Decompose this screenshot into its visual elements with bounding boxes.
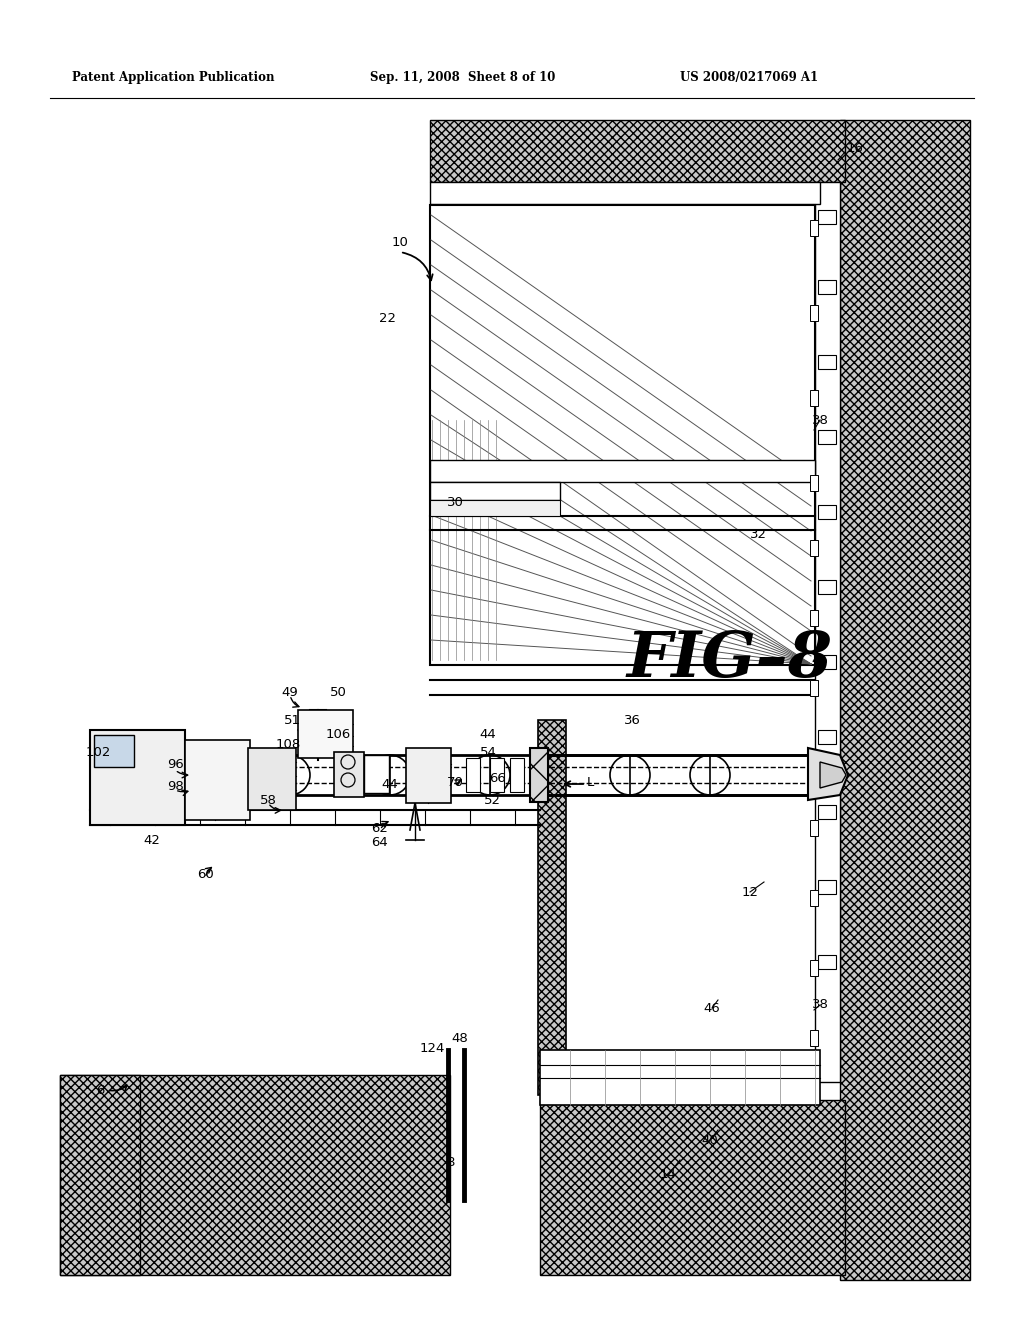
Bar [430,120,845,182]
Text: Sep. 11, 2008  Sheet 8 of 10: Sep. 11, 2008 Sheet 8 of 10 [370,71,555,84]
Bar [490,758,504,792]
Text: 16: 16 [847,141,863,154]
Bar [840,120,970,1280]
Text: 66: 66 [489,771,507,784]
Bar [810,1030,818,1045]
Bar [334,752,364,797]
Bar [818,579,836,594]
Bar [810,610,818,626]
Bar [818,730,836,744]
Text: 42: 42 [143,833,161,846]
Text: 124: 124 [419,1041,444,1055]
Bar [818,280,836,294]
Bar [298,710,353,758]
Bar [530,748,548,803]
Text: 46: 46 [812,653,828,667]
Text: 70: 70 [446,776,464,789]
Bar [810,820,818,836]
Bar [185,741,250,820]
Text: 64: 64 [372,837,388,850]
Text: 108: 108 [275,738,301,751]
Text: Patent Application Publication: Patent Application Publication [72,71,274,84]
Text: 51: 51 [284,714,300,726]
Text: 102: 102 [85,746,111,759]
Bar [818,655,836,669]
Bar [364,755,389,793]
Bar [430,459,815,482]
Text: 32: 32 [750,528,767,541]
Bar [810,750,818,766]
Text: 58: 58 [259,793,276,807]
Bar [818,506,836,519]
Text: 22: 22 [379,312,395,325]
Text: 50: 50 [330,685,346,698]
Bar [818,210,836,224]
Text: 40: 40 [701,1134,719,1147]
Bar [90,730,185,825]
Bar [466,758,480,792]
Text: 54: 54 [479,746,497,759]
Polygon shape [808,748,848,800]
Text: 6: 6 [96,1084,104,1097]
Text: 44: 44 [382,779,398,792]
Bar [430,182,820,205]
Bar [430,482,560,500]
Bar [430,205,815,665]
Bar [60,1074,450,1275]
Bar [810,680,818,696]
Bar [540,1100,845,1275]
Text: 14: 14 [659,1168,677,1181]
Text: 52: 52 [483,793,501,807]
Bar [540,1049,820,1105]
Text: 48: 48 [452,1031,468,1044]
Text: 62: 62 [372,821,388,834]
Text: 10: 10 [391,235,409,248]
Text: US 2008/0217069 A1: US 2008/0217069 A1 [680,71,818,84]
Text: 12: 12 [741,886,759,899]
Text: 49: 49 [282,685,298,698]
Bar [810,960,818,975]
Bar [510,758,524,792]
Bar [818,430,836,444]
Bar [815,182,840,1082]
Text: 98: 98 [167,780,183,792]
Text: FIG–8: FIG–8 [627,630,834,690]
Text: 8: 8 [445,1155,455,1168]
Text: 46: 46 [703,1002,720,1015]
Text: 44: 44 [479,727,497,741]
Text: 36: 36 [624,714,640,726]
Bar [818,880,836,894]
Text: L: L [587,776,594,788]
Polygon shape [820,762,846,788]
Text: 60: 60 [197,869,213,882]
Bar [818,355,836,370]
Bar [810,540,818,556]
Bar [810,220,818,236]
Text: 38: 38 [812,998,828,1011]
Bar [810,389,818,407]
Text: 30: 30 [446,495,464,508]
Bar [430,500,560,516]
Bar [818,805,836,818]
Bar [248,748,296,810]
Text: 38: 38 [812,413,828,426]
Bar [94,735,134,767]
Bar [810,305,818,321]
Text: 96: 96 [167,759,183,771]
Bar [60,1074,140,1275]
Bar [810,475,818,491]
Bar [406,748,451,803]
Text: 106: 106 [326,729,350,742]
Bar [818,954,836,969]
Bar [538,719,566,1096]
Bar [810,890,818,906]
